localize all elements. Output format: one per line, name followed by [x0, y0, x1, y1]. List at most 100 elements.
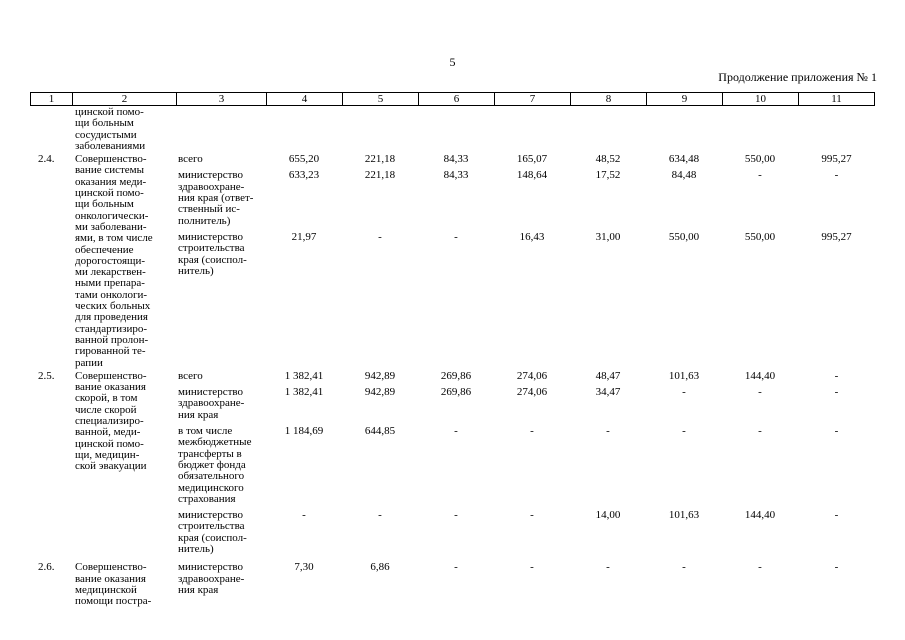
column-number-9: 9	[646, 92, 722, 106]
value-cell: -	[302, 509, 306, 522]
executor-entry: всего 655,20 221,18 84,33 165,07 48,52 634,48 5…	[176, 153, 875, 166]
executor-label: министерство здравоохране- ния края	[178, 386, 245, 421]
column-number-4: 4	[266, 92, 342, 106]
value-cell: 144,40	[744, 369, 776, 382]
column-number-11: 11	[798, 92, 875, 106]
value-cell: -	[454, 561, 458, 574]
row-number: 2.5.	[38, 369, 55, 382]
value-cell: 221,18	[364, 153, 396, 166]
executor-label: в том числе межбюджетные трансферты в бю…	[178, 425, 252, 505]
value-cell: 48,52	[595, 153, 621, 166]
value-cell: -	[834, 509, 839, 522]
column-number-3: 3	[176, 92, 266, 106]
row-title: Совершенство- вание системы оказания мед…	[75, 153, 153, 369]
value-cell: -	[606, 561, 610, 574]
value-cell: -	[530, 425, 534, 438]
value-cell: -	[834, 425, 839, 438]
row-title: Совершенство- вание оказания медицинской…	[75, 561, 152, 608]
column-number-6: 6	[418, 92, 494, 106]
table-header-row: 1 2 3 4 5 6 7 8 9 10 11	[30, 92, 875, 106]
table-row: 2.5. Совершенство- вание оказания скорой,…	[30, 369, 875, 560]
value-cell: 995,27	[821, 153, 852, 166]
value-cell: 274,06	[516, 386, 548, 399]
value-cell: 1 382,41	[284, 386, 324, 399]
value-cell: -	[834, 561, 839, 574]
value-cell: -	[454, 230, 458, 243]
row-number: 2.6.	[38, 561, 55, 574]
value-cell: -	[530, 509, 534, 522]
value-cell: 274,06	[516, 369, 548, 382]
value-cell: 269,86	[440, 369, 472, 382]
executor-label: министерство здравоохране- ния края (отв…	[178, 169, 254, 227]
row-number: 2.4.	[38, 153, 55, 166]
page-number: 5	[449, 55, 456, 69]
value-cell: 550,00	[744, 230, 776, 243]
appendix-table: 1 2 3 4 5 6 7 8 9 10 11 цинской помо- щи больным с…	[30, 92, 875, 609]
value-cell: -	[378, 230, 382, 243]
value-cell: -	[758, 425, 762, 438]
value-cell: 1 184,69	[284, 425, 324, 438]
row-title: цинской помо- щи больным сосудистыми заб…	[75, 106, 146, 152]
value-cell: -	[758, 561, 762, 574]
table-body: цинской помо- щи больным сосудистыми заб…	[30, 106, 875, 608]
executor-entry: министерство строительства края (соиспол…	[176, 230, 875, 277]
value-cell: 165,07	[516, 153, 548, 166]
executor-entry: министерство здравоохране- ния края 7,30 6…	[176, 561, 875, 596]
value-cell: -	[454, 425, 458, 438]
value-cell: -	[454, 509, 458, 522]
row-entries: министерство здравоохране- ния края 7,30 6…	[176, 561, 875, 601]
executor-entry: министерство строительства края (соиспол…	[176, 509, 875, 555]
value-cell: 144,40	[744, 509, 776, 522]
value-cell: 633,23	[288, 169, 320, 182]
value-cell: -	[758, 386, 762, 399]
executor-label: всего	[178, 153, 203, 166]
column-number-1: 1	[30, 92, 72, 106]
value-cell: -	[834, 169, 839, 182]
column-number-2: 2	[72, 92, 176, 106]
executor-label: министерство строительства края (соиспол…	[178, 509, 247, 555]
value-cell: 101,63	[668, 509, 700, 522]
row-entries: всего 655,20 221,18 84,33 165,07 48,52 634,48 5…	[176, 153, 875, 282]
executor-entry: министерство здравоохране- ния края 1 382…	[176, 386, 875, 421]
executor-label: министерство здравоохране- ния края	[178, 561, 245, 596]
value-cell: 17,52	[595, 169, 621, 182]
value-cell: -	[606, 425, 610, 438]
value-cell: 1 382,41	[284, 369, 324, 382]
value-cell: 34,47	[595, 386, 621, 399]
value-cell: 995,27	[821, 230, 852, 243]
value-cell: -	[682, 386, 686, 399]
value-cell: -	[834, 386, 839, 399]
executor-entry: всего 1 382,41 942,89 269,86 274,06 48,47 101,…	[176, 369, 875, 382]
value-cell: -	[682, 425, 686, 438]
value-cell: 16,43	[519, 230, 545, 243]
value-cell: -	[682, 561, 686, 574]
value-cell: 550,00	[668, 230, 700, 243]
value-cell: 6,86	[370, 561, 390, 574]
executor-label: министерство строительства края (соиспол…	[178, 230, 247, 277]
appendix-continuation-label: Продолжение приложения № 1	[718, 70, 877, 84]
value-cell: -	[758, 169, 762, 182]
value-cell: 634,48	[668, 153, 700, 166]
column-number-10: 10	[722, 92, 798, 106]
value-cell: 221,18	[364, 169, 396, 182]
value-cell: 14,00	[595, 509, 621, 522]
value-cell: 21,97	[291, 230, 317, 243]
executor-entry: в том числе межбюджетные трансферты в бю…	[176, 425, 875, 505]
table-row: 2.4. Совершенство- вание системы оказания…	[30, 153, 875, 369]
value-cell: 7,30	[294, 561, 314, 574]
table-row: 2.6. Совершенство- вание оказания медицин…	[30, 561, 875, 608]
column-number-5: 5	[342, 92, 418, 106]
value-cell: 942,89	[364, 386, 396, 399]
value-cell: -	[834, 369, 839, 382]
value-cell: 655,20	[288, 153, 320, 166]
row-entries: всего 1 382,41 942,89 269,86 274,06 48,47 101,…	[176, 369, 875, 560]
column-number-8: 8	[570, 92, 646, 106]
value-cell: 101,63	[668, 369, 700, 382]
value-cell: 269,86	[440, 386, 472, 399]
value-cell: 48,47	[595, 369, 621, 382]
value-cell: 84,33	[443, 153, 469, 166]
value-cell: -	[530, 561, 534, 574]
value-cell: 148,64	[516, 169, 548, 182]
value-cell: 644,85	[364, 425, 396, 438]
column-number-7: 7	[494, 92, 570, 106]
